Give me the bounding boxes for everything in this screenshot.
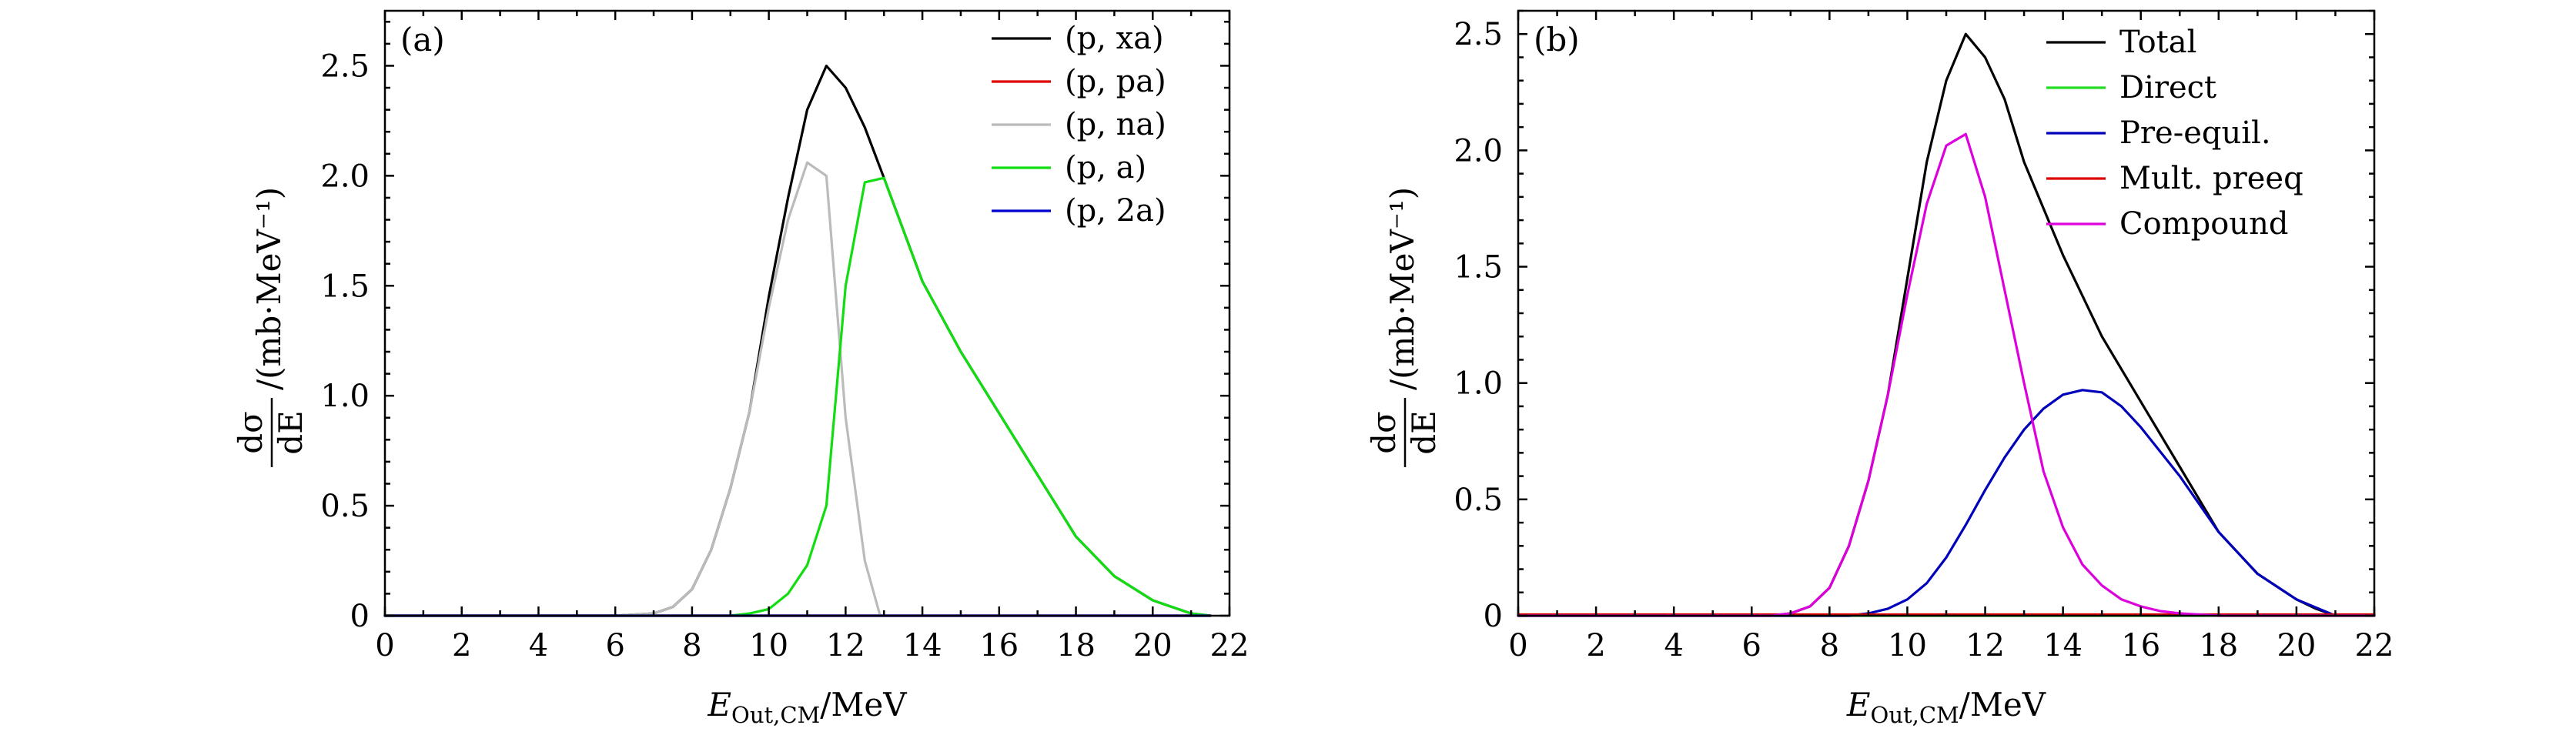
panel-a-x-tick-label: 6 — [605, 628, 624, 663]
panel-b-panel-label: (b) — [1534, 21, 1580, 58]
panel-a-x-axis-label: EOut,CM/MeV — [707, 686, 907, 728]
panel-a-series-line-1 — [383, 64, 1212, 617]
panel-a-y-tick-label: 1.0 — [320, 379, 370, 414]
panel-b-y-axis-label: dσ dE /(mb·MeV⁻¹) — [1365, 187, 1443, 467]
panel-b-plot-frame — [1517, 9, 2376, 617]
panel-b-y-tick-label: 1.5 — [1454, 250, 1503, 286]
panel-a-legend-label: (p, xa) — [1065, 21, 1164, 56]
panel-b-x-tick-label: 6 — [1742, 628, 1761, 663]
panel-a-x-tick-label: 8 — [682, 628, 701, 663]
panel-b-x-tick-label: 8 — [1820, 628, 1839, 663]
panel-b-x-axis-label: EOut,CM/MeV — [1846, 686, 2046, 728]
panel-b-y-label-denominator: dE — [1405, 410, 1443, 455]
panel-a-x-tick-label: 0 — [375, 628, 394, 663]
panel-b-y-tick-label: 0 — [1484, 599, 1503, 634]
panel-b-y-tick-label: 1.0 — [1454, 366, 1503, 402]
panel-b-x-tick-label: 20 — [2277, 628, 2316, 663]
panel-a-series-line-3 — [383, 161, 1212, 617]
panel-b-y-tick-label: 2.5 — [1454, 17, 1503, 52]
panel-a-x-tick-label: 2 — [452, 628, 471, 663]
panel-b-x-tick-label: 22 — [2355, 628, 2394, 663]
panel-b-y-label-numerator: dσ — [1365, 411, 1403, 454]
panel-a-x-tick-label: 20 — [1133, 628, 1173, 663]
panel-a-x-tick-label: 12 — [826, 628, 865, 663]
panel-a-y-tick-label: 0 — [350, 599, 370, 634]
panel-a-plot-frame — [383, 9, 1231, 617]
panel-a-y-label-unit: /(mb·MeV⁻¹) — [250, 187, 288, 390]
panel-b-chart: 0 2 4 6 8 10 12 14 16 18 20 22 0 0.5 1.0 1.5 2.0 2.5 (b) EO… — [1365, 9, 2394, 728]
panel-a-y-tick-label: 1.5 — [320, 269, 370, 304]
panel-a-legend-label: (p, a) — [1065, 150, 1146, 185]
panel-b-y-label-unit: /(mb·MeV⁻¹) — [1383, 187, 1421, 390]
panel-a-x-tick-label: 14 — [903, 628, 942, 663]
panel-b-series-line-3 — [1517, 389, 2337, 617]
panel-a-y-tick-label: 2.5 — [320, 48, 370, 84]
panel-b-legend-label: Mult. preeq — [2119, 161, 2303, 196]
panel-b-x-tick-label: 10 — [1888, 628, 1927, 663]
panel-a-series-line-4 — [383, 176, 1212, 617]
panel-a-legend-label: (p, na) — [1065, 107, 1166, 142]
panel-b-legend-label: Pre-equil. — [2119, 115, 2271, 151]
panel-b-x-tick-label: 14 — [2043, 628, 2083, 663]
panel-a-legend-label: (p, 2a) — [1065, 193, 1166, 229]
panel-a-y-label-numerator: dσ — [232, 411, 269, 454]
panel-b-x-tick-label: 4 — [1664, 628, 1683, 663]
panel-b-y-tick-label: 0.5 — [1454, 483, 1503, 518]
panel-a-y-axis-label: dσ dE /(mb·MeV⁻¹) — [232, 187, 309, 467]
panel-b-x-tick-label: 16 — [2121, 628, 2160, 663]
panel-b-y-tick-label: 2.0 — [1454, 133, 1503, 169]
panel-b-x-tick-label: 12 — [1965, 628, 2005, 663]
panel-a-x-tick-label: 22 — [1210, 628, 1250, 663]
panel-a-panel-label: (a) — [400, 21, 445, 58]
panel-b-x-tick-label: 2 — [1586, 628, 1605, 663]
panel-a-x-tick-label: 18 — [1056, 628, 1096, 663]
panel-b-legend-label: Compound — [2119, 206, 2288, 242]
panel-a-x-tick-label: 4 — [529, 628, 548, 663]
panel-a-x-tick-label: 10 — [749, 628, 788, 663]
panel-a-y-tick-label: 2.0 — [320, 159, 370, 194]
panel-a-chart: 0 2 4 6 8 10 12 14 16 18 20 22 0 0.5 1.0 1.5 2.0 2.5 (a) EO… — [232, 9, 1250, 728]
panel-b-legend-label: Direct — [2119, 70, 2216, 105]
panel-a-legend-label: (p, pa) — [1065, 64, 1166, 99]
panel-a-y-tick-label: 0.5 — [320, 489, 370, 524]
panel-b-legend-label: Total — [2119, 25, 2196, 60]
panel-b-series-line-5 — [1517, 132, 2376, 617]
panel-b-x-tick-label: 0 — [1508, 628, 1527, 663]
panel-a-y-label-denominator: dE — [272, 410, 309, 455]
panel-a-x-tick-label: 16 — [979, 628, 1019, 663]
panel-b-x-tick-label: 18 — [2199, 628, 2238, 663]
